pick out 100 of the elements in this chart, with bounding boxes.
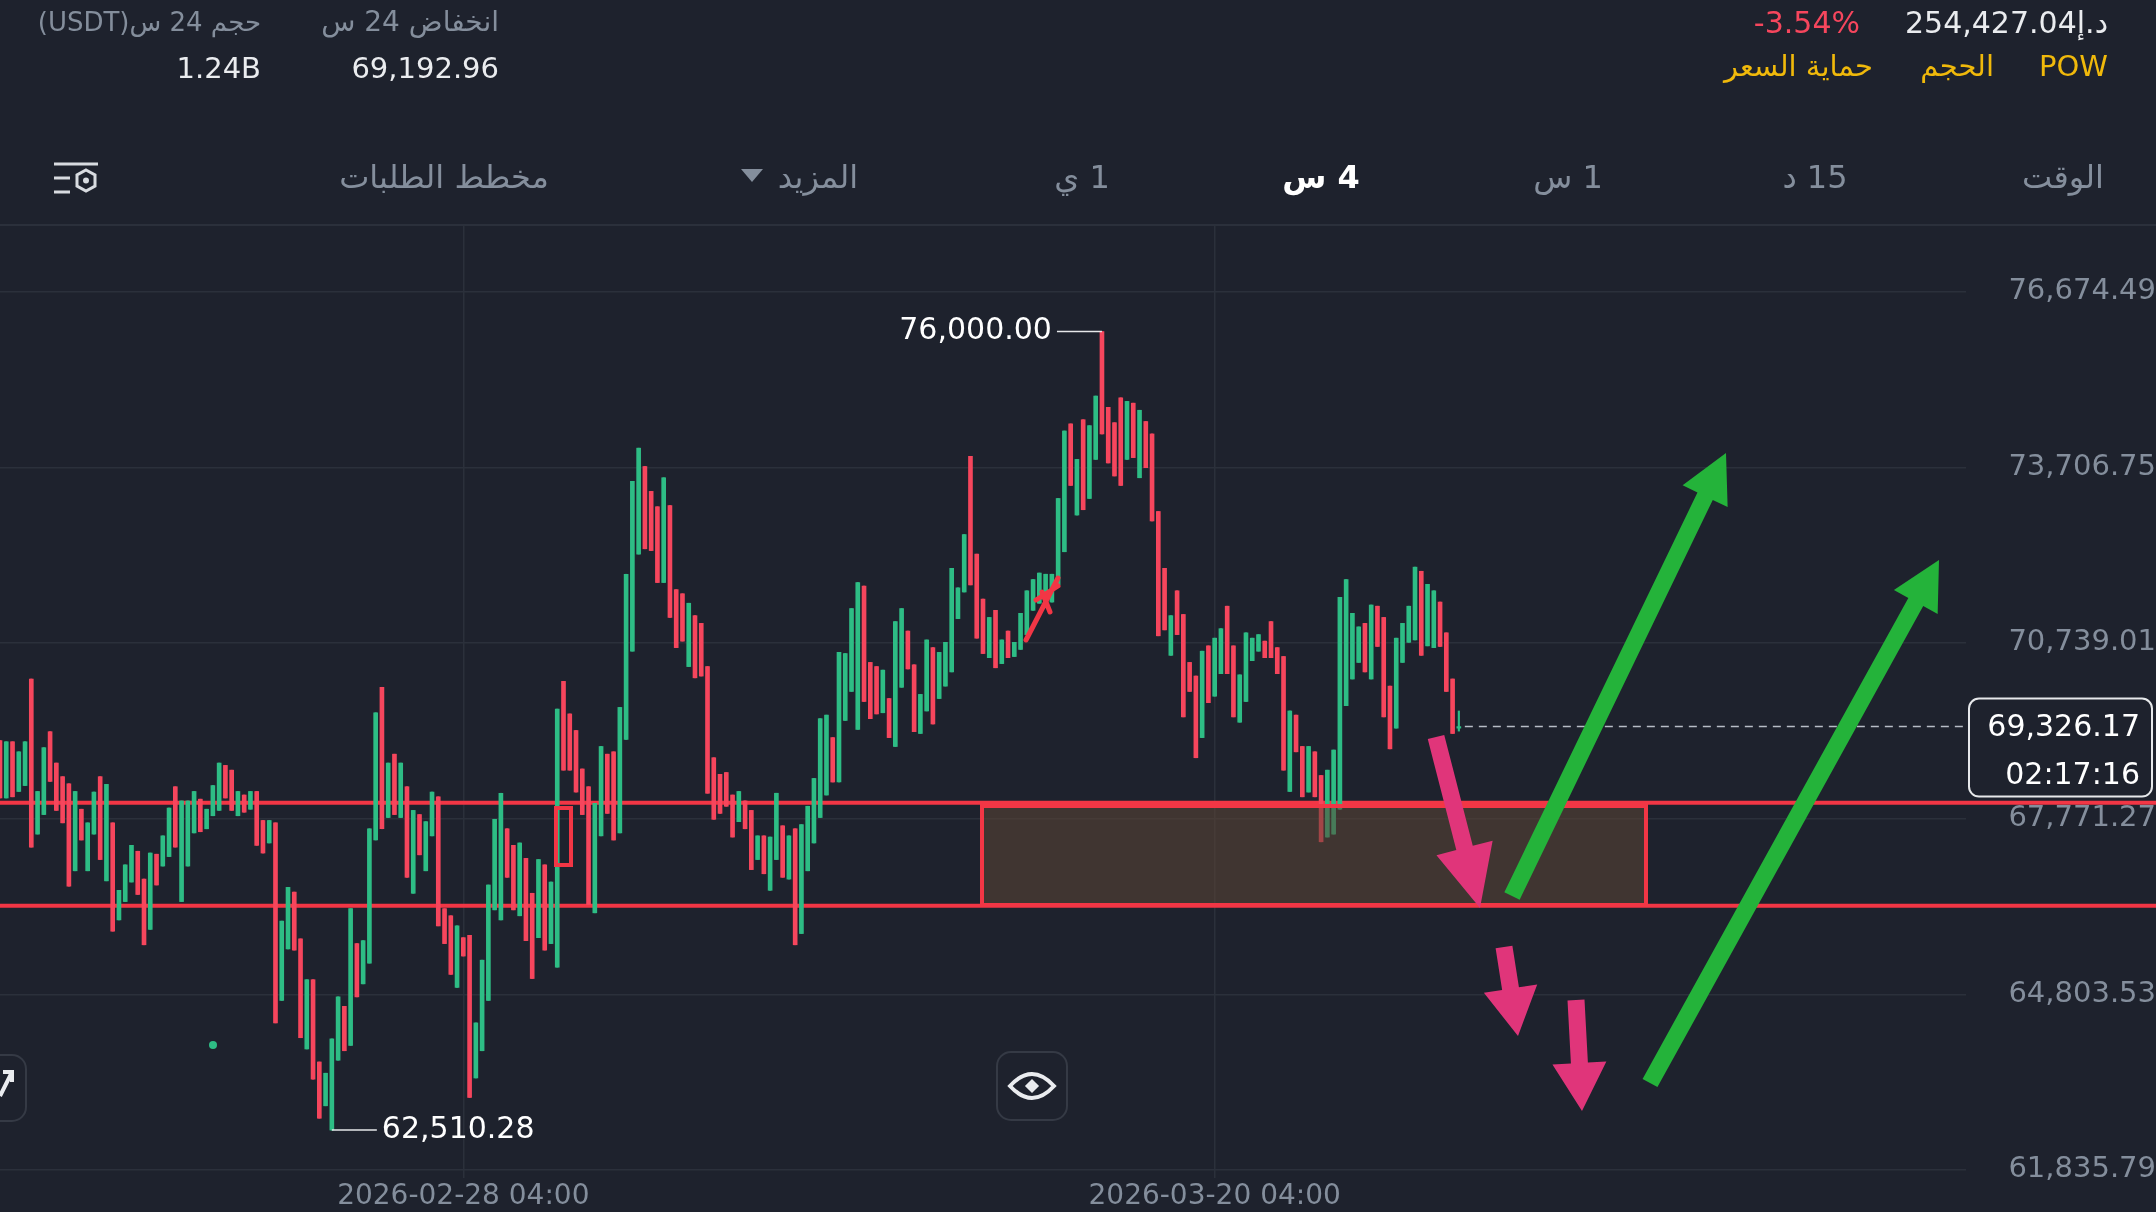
text: حماية السعر	[1723, 49, 1873, 84]
text: 1 س	[1533, 158, 1603, 197]
candlestick	[10, 741, 15, 798]
candlestick	[1124, 401, 1130, 460]
candlestick	[235, 791, 241, 817]
candlestick	[536, 859, 541, 939]
candlestick	[836, 652, 842, 783]
text: 1 ي	[1054, 158, 1110, 197]
candlestick	[667, 505, 673, 618]
candlestick	[617, 707, 623, 834]
candlestick	[736, 791, 742, 822]
candlestick	[116, 889, 122, 921]
candlestick	[511, 845, 516, 911]
candlestick	[1030, 579, 1036, 611]
candlestick	[993, 610, 998, 669]
ref-line-label: 69,326.17	[1987, 708, 2140, 744]
text: مخطط الطلبات	[339, 158, 549, 197]
candlestick	[335, 996, 341, 1061]
candlestick	[648, 491, 654, 551]
candlestick	[166, 807, 172, 857]
candlestick	[279, 920, 285, 1001]
candlestick	[742, 800, 748, 830]
candlestick	[423, 821, 429, 872]
candlestick	[642, 466, 648, 550]
x-tick-label: 2026-03-20 04:00	[1088, 1178, 1341, 1212]
candlestick	[1368, 604, 1374, 680]
candlestick	[1343, 579, 1349, 706]
candlestick	[1137, 409, 1142, 479]
candlestick	[592, 802, 598, 914]
candlestick	[1130, 402, 1136, 458]
candlestick	[1299, 746, 1305, 798]
y-tick-label: 76,674.49	[2008, 272, 2156, 307]
candlestick	[529, 892, 535, 979]
candlestick	[1293, 714, 1299, 753]
text: المزيد	[777, 158, 859, 197]
candlestick	[473, 1022, 479, 1079]
candlestick	[1212, 637, 1217, 697]
candlestick	[573, 730, 579, 793]
text: 1.24B	[176, 51, 261, 86]
candlestick	[1287, 710, 1293, 792]
candlestick	[1168, 615, 1174, 656]
candlestick	[655, 506, 660, 583]
candlestick	[542, 864, 548, 951]
candlestick	[385, 762, 391, 818]
candlestick	[104, 784, 109, 882]
candlestick	[185, 800, 191, 867]
candlestick	[191, 791, 197, 834]
candlestick	[429, 791, 435, 837]
candlestick	[273, 822, 278, 1024]
candlestick	[392, 753, 397, 815]
candlestick	[398, 762, 404, 818]
candlestick	[417, 814, 422, 856]
x-tick-label: 2026-02-28 04:00	[337, 1178, 590, 1212]
candlestick	[761, 835, 767, 875]
y-tick-label: 70,739.01	[2008, 623, 2156, 658]
candlestick	[210, 785, 216, 817]
candlestick	[1099, 331, 1105, 435]
candlestick	[154, 853, 159, 886]
candlestick	[135, 850, 141, 895]
candlestick	[348, 908, 353, 1046]
y-tick-label: 64,803.53	[2008, 974, 2156, 1009]
candlestick	[454, 925, 460, 988]
candlestick	[792, 828, 798, 946]
candlestick	[1243, 632, 1249, 702]
candlestick	[141, 878, 147, 946]
candlestick	[28, 678, 34, 848]
candlestick	[999, 639, 1005, 664]
candlestick	[1143, 421, 1149, 469]
candlestick	[717, 773, 723, 814]
candlestick	[1412, 566, 1418, 641]
candlestick	[623, 573, 629, 740]
candlestick	[316, 1061, 322, 1119]
candlestick	[523, 858, 529, 941]
candlestick	[204, 808, 209, 830]
candlestick	[749, 810, 754, 870]
text: POW	[2039, 49, 2108, 84]
candlestick	[160, 835, 166, 867]
candlestick	[16, 751, 22, 792]
candlestick	[886, 698, 892, 738]
text: انخفاض 24 س	[321, 4, 499, 38]
candlestick	[980, 598, 986, 654]
candlestick	[3, 741, 9, 799]
y-tick-label: 73,706.75	[2008, 447, 2156, 482]
candlestick	[930, 647, 936, 725]
candlestick	[1005, 630, 1011, 659]
text: -3.54%	[1753, 4, 1860, 40]
candlestick	[404, 786, 410, 878]
candlestick	[216, 762, 222, 811]
candlestick	[241, 794, 247, 813]
candlestick	[1174, 590, 1180, 635]
candlestick	[147, 852, 153, 930]
candlestick	[310, 979, 316, 1080]
text: د.إ254,427.04	[1904, 4, 2108, 40]
candlestick	[661, 477, 667, 583]
candlestick	[1074, 459, 1080, 516]
candlestick	[504, 828, 510, 878]
candlestick	[880, 669, 886, 714]
candlestick	[548, 881, 554, 944]
candlestick	[1218, 628, 1224, 675]
text: 69,192.96	[351, 51, 499, 86]
